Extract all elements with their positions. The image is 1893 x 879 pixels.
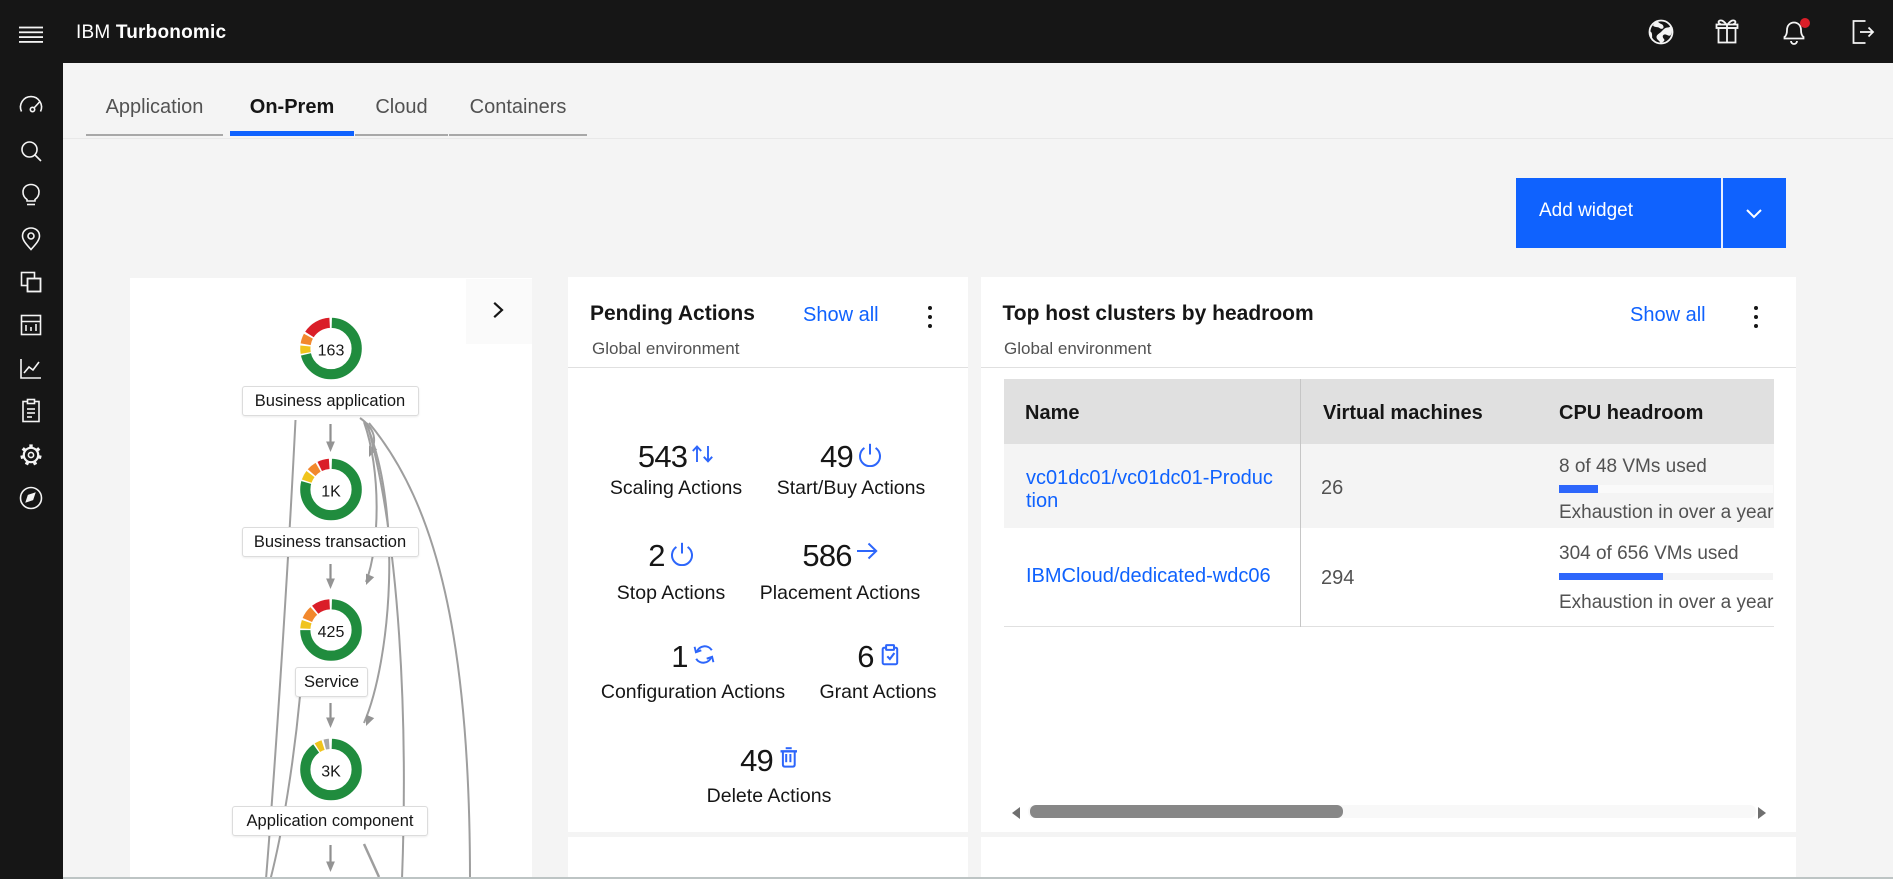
svg-text:1K: 1K <box>321 484 341 501</box>
svg-text:3K: 3K <box>321 764 341 781</box>
svg-text:163: 163 <box>318 343 345 360</box>
svg-text:425: 425 <box>318 624 345 641</box>
